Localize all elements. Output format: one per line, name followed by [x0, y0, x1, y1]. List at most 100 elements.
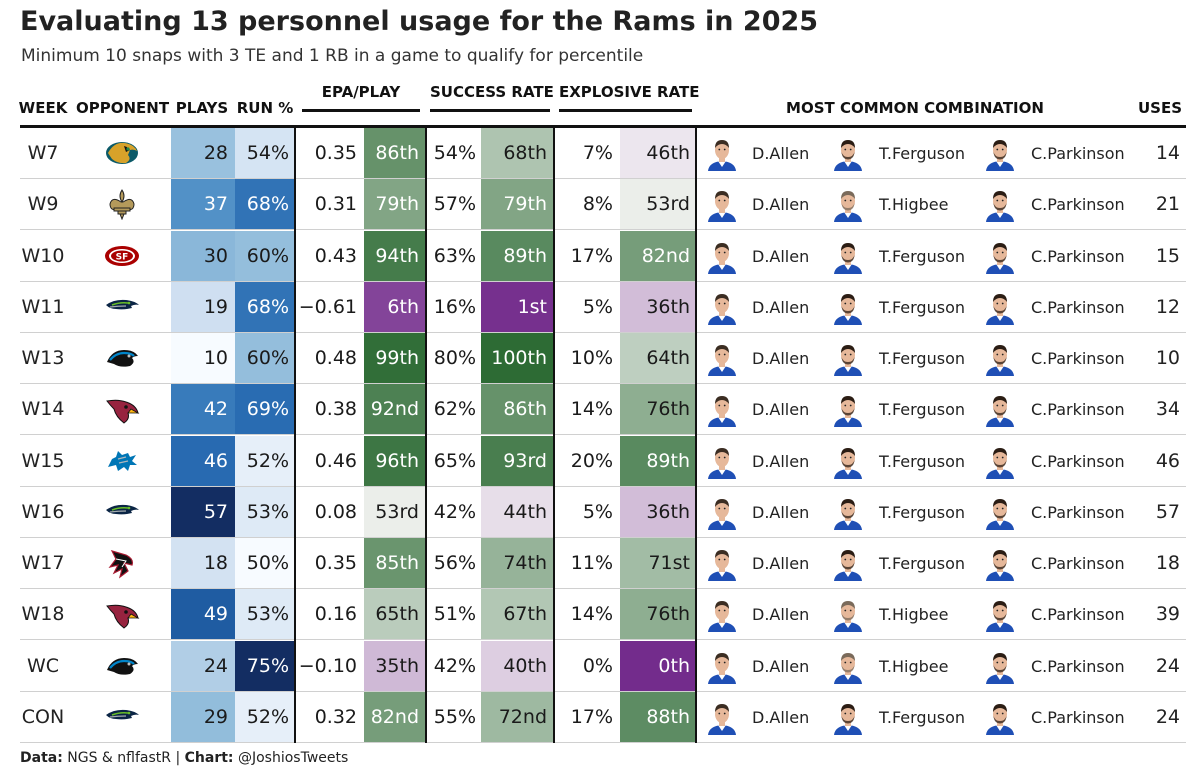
epa-pct-cell-bg	[364, 333, 425, 384]
epa-value: 0.31	[314, 193, 357, 216]
group-header-epa-label: EPA/PLAY	[321, 83, 401, 101]
player-name: C.Parkinson	[1031, 297, 1125, 317]
week-label: W17	[21, 552, 65, 574]
epa-percentile: 96th	[375, 449, 419, 472]
week-label: W14	[21, 398, 65, 421]
player-name: D.Allen	[752, 451, 810, 471]
epa-value: −0.61	[298, 295, 357, 318]
uses-value: 24	[1155, 705, 1180, 728]
success-rate-value: 80%	[433, 347, 476, 369]
epa-percentile: 65th	[375, 603, 419, 626]
epa-pct-cell-bg	[364, 486, 425, 538]
uses-value: 57	[1155, 500, 1180, 523]
explosive-pct-cell-bg	[620, 640, 695, 692]
epa-pct-cell-bg	[364, 179, 425, 231]
explosive-pct-cell-bg	[620, 691, 695, 743]
divider-line	[695, 128, 697, 743]
plays-value: 10	[203, 347, 228, 369]
player-headshot-icon	[986, 242, 1014, 274]
player-name: T.Ferguson	[879, 502, 965, 522]
success-percentile: 1st	[517, 295, 547, 318]
player-name: C.Parkinson	[1031, 400, 1125, 420]
week-label: WC	[26, 654, 60, 677]
player-name: T.Ferguson	[879, 246, 965, 266]
player-name: D.Allen	[752, 297, 810, 317]
jaguars-logo-icon	[106, 142, 138, 164]
run-cell-bg	[235, 179, 294, 231]
success-pct-cell-bg	[481, 230, 553, 282]
uses-value: 12	[1155, 295, 1180, 318]
success-rate-value: 42%	[433, 654, 476, 677]
plays-cell-bg	[171, 281, 235, 333]
success-pct-cell-bg	[481, 486, 553, 538]
week-label: CON	[21, 705, 65, 728]
falcons-logo-icon	[108, 550, 133, 579]
player-headshot-icon	[834, 652, 862, 684]
week-label: W9	[27, 193, 59, 216]
success-percentile: 68th	[503, 142, 547, 164]
plays-value: 42	[203, 398, 228, 421]
row-separator	[20, 178, 1186, 179]
explosive-rate-value: 17%	[570, 705, 613, 728]
seahawks-logo-icon	[106, 299, 139, 310]
uses-value: 14	[1155, 142, 1180, 164]
success-percentile: 40th	[503, 654, 547, 677]
group-header-explosive: EXPLOSIVE RATE	[559, 83, 700, 112]
explosive-percentile: 64th	[646, 347, 690, 369]
chart-footer: Data: NGS & nflfastR | Chart: @JoshiosTw…	[20, 750, 348, 766]
row-separator	[20, 280, 1186, 282]
player-headshot-icon	[708, 242, 736, 274]
epa-pct-cell-bg	[364, 281, 425, 333]
success-pct-cell-bg	[481, 538, 553, 589]
player-name: C.Parkinson	[1031, 451, 1125, 471]
explosive-rate-value: 0%	[582, 654, 613, 677]
row-separator	[20, 536, 1186, 538]
epa-value: 0.46	[314, 449, 357, 472]
success-rate-value: 65%	[433, 449, 476, 472]
player-headshot-icon	[986, 191, 1014, 223]
plays-cell-bg	[171, 179, 235, 231]
week-label: W15	[21, 449, 65, 472]
plays-cell-bg	[171, 691, 235, 743]
lions-logo-icon	[108, 450, 137, 471]
run-cell-bg	[235, 640, 294, 692]
data-table: W7 28 54% 0.35 86th 54% 68th 7% 46th D.Allen T.Fer…	[0, 128, 1200, 743]
player-headshot-icon	[986, 601, 1014, 633]
player-name: T.Higbee	[879, 605, 949, 625]
column-header-combination: MOST COMMON COMBINATION	[786, 99, 1044, 117]
footer-chart-label: Chart:	[184, 750, 234, 766]
plays-cell-bg	[171, 538, 235, 589]
footer-chart-value: @JoshiosTweets	[237, 750, 349, 766]
explosive-percentile: 82nd	[641, 244, 690, 267]
plays-cell-bg	[171, 589, 235, 641]
player-name: C.Parkinson	[1031, 246, 1125, 266]
chart-subtitle: Minimum 10 snaps with 3 TE and 1 RB in a…	[21, 46, 644, 66]
column-header-uses: USES	[1137, 99, 1183, 117]
player-headshot-icon	[834, 293, 862, 325]
explosive-pct-cell-bg	[620, 128, 695, 179]
player-name: D.Allen	[752, 349, 810, 368]
epa-pct-cell-bg	[364, 589, 425, 641]
explosive-rate-value: 20%	[570, 449, 613, 472]
column-header-plays: PLAYS	[175, 99, 229, 117]
success-rate-value: 16%	[433, 295, 476, 318]
plays-value: 57	[203, 500, 228, 523]
player-headshot-icon	[834, 345, 862, 376]
player-name: T.Ferguson	[879, 400, 965, 420]
player-name: D.Allen	[752, 195, 810, 215]
explosive-pct-cell-bg	[620, 538, 695, 589]
epa-value: −0.10	[298, 654, 357, 677]
explosive-percentile: 76th	[646, 398, 690, 421]
epa-value: 0.08	[314, 500, 357, 523]
success-rate-value: 42%	[433, 500, 476, 523]
explosive-pct-cell-bg	[620, 230, 695, 282]
row-separator	[20, 639, 1186, 641]
player-name: C.Parkinson	[1031, 144, 1125, 163]
run-cell-bg	[235, 486, 294, 538]
saints-logo-icon	[109, 189, 135, 221]
success-pct-cell-bg	[481, 179, 553, 231]
table-row: W11 19 68% −0.61 6th 16% 1st 5% 36th D.Allen T.Fer…	[0, 281, 1200, 333]
player-headshot-icon	[708, 703, 736, 735]
uses-value: 18	[1155, 552, 1180, 574]
player-headshot-icon	[708, 396, 736, 428]
